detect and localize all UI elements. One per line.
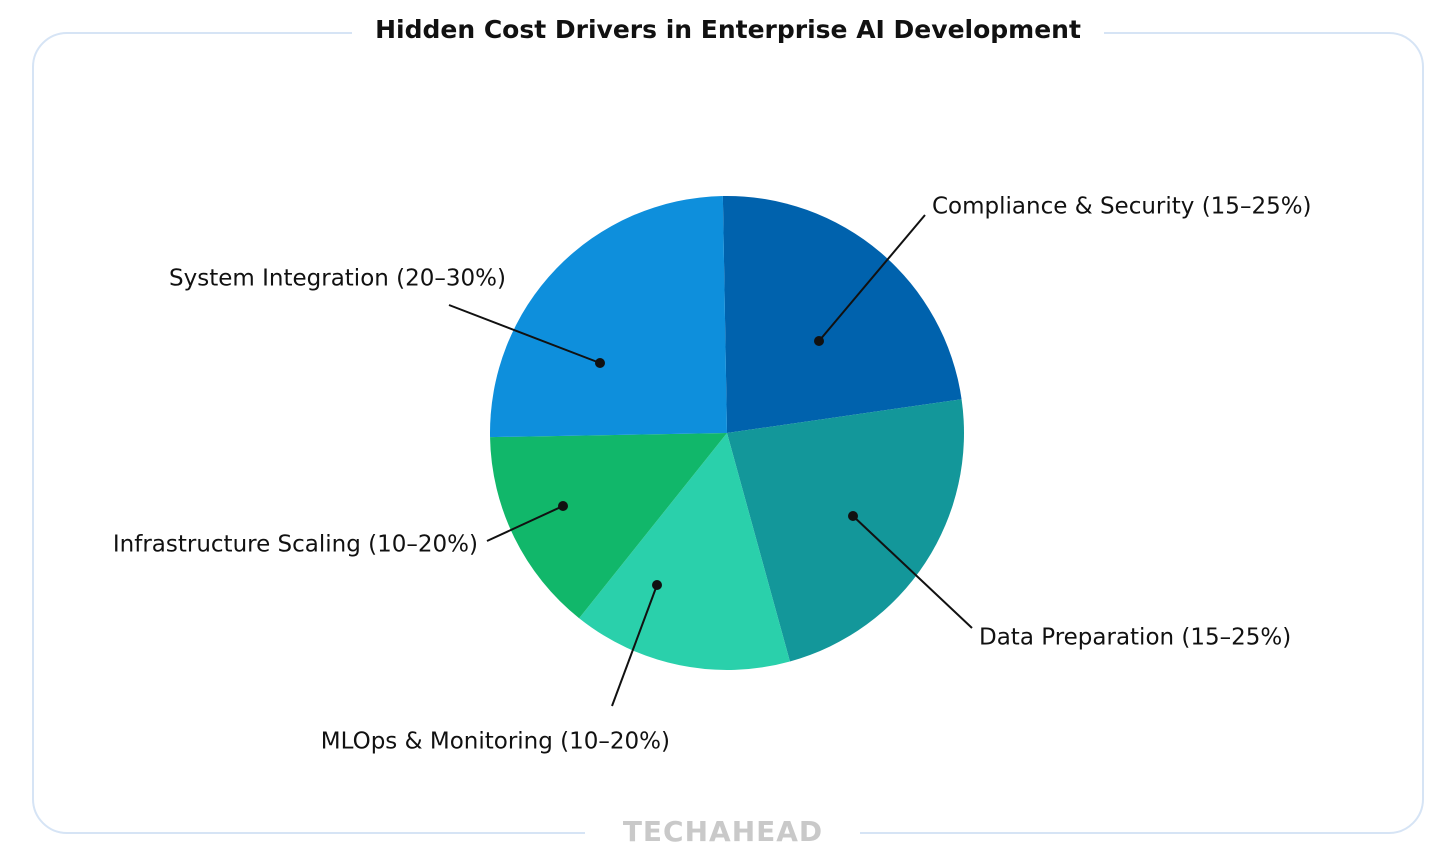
leader-dot [595,358,605,368]
slice-label: Data Preparation (15–25%) [979,625,1291,651]
watermark-backdrop [585,815,860,855]
slice-label: MLOps & Monitoring (10–20%) [321,729,670,755]
pie [490,196,964,670]
annotations: Compliance & Security (15–25%) Data Prepa… [113,194,1312,755]
pie-slice [727,399,964,662]
leader-dot [848,511,858,521]
leader-line [486,505,564,542]
slice-label: System Integration (20–30%) [169,266,506,292]
leader-line [448,304,601,364]
leader-line [852,515,973,629]
watermark: TECHAHEAD [623,815,823,848]
leader-dot [652,580,662,590]
pie-slice [490,433,727,619]
leader-line [818,214,926,342]
leader-dot [558,501,568,511]
chart-title: Hidden Cost Drivers in Enterprise AI Dev… [375,15,1081,44]
slice-label: Compliance & Security (15–25%) [932,194,1312,220]
leader-line [611,584,658,707]
pie-slice [490,196,727,438]
pie-slice [579,433,790,670]
leader-dot [814,336,824,346]
title-backdrop [352,10,1104,54]
slice-label: Infrastructure Scaling (10–20%) [113,532,478,558]
